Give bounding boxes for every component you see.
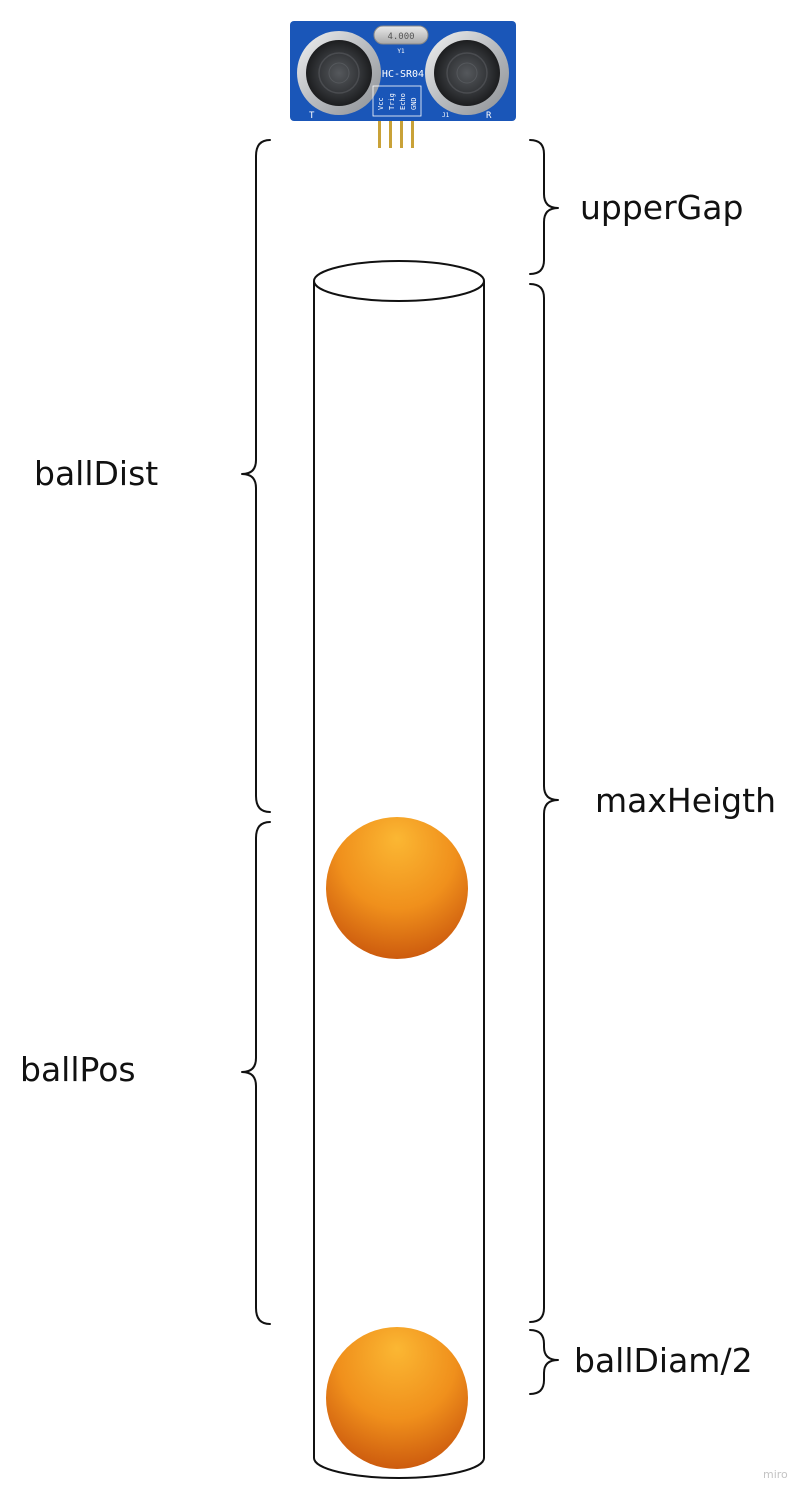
ball-pos-label: ballPos [20,1050,136,1089]
sensor-pins [378,113,414,148]
sensor-model-label: HC-SR04 [382,69,424,80]
ball-half-diameter-label: ballDiam/2 [574,1341,753,1380]
tube [313,260,485,1479]
transmitter-transducer [297,31,381,115]
crystal-oscillator: 4.000 [373,25,429,45]
pin-label-trig: Trig [388,93,396,110]
ball-pos-brace [241,821,271,1325]
ball-dist-label: ballDist [34,454,158,493]
max-height-label: maxHeigth [595,781,776,820]
max-height-brace [529,283,559,1323]
ball-lower [326,1327,468,1469]
header-ref-label: J1 [442,112,450,119]
tube-top-opening [313,260,485,302]
ultrasonic-sensor: 4.000 Y1 HC-SR04 Vcc Trig Echo GND J1 T … [290,21,516,148]
upper-gap-label: upperGap [580,188,743,227]
receiver-mark: R [486,111,492,121]
tube-bottom-rim [313,1457,485,1479]
pin-label-vcc: Vcc [377,97,385,110]
receiver-transducer [425,31,509,115]
crystal-marking: 4.000 [387,32,414,42]
ball-half-diameter-brace [529,1329,559,1395]
upper-gap-brace [529,139,559,275]
pin-labels: Vcc Trig Echo GND [377,93,418,110]
pin-label-echo: Echo [399,93,407,110]
watermark: miro [763,1468,788,1481]
transmitter-mark: T [309,111,315,121]
ball-dist-brace [241,139,271,813]
pin-header-outline [372,85,422,117]
ball-upper [326,817,468,959]
pin-label-gnd: GND [410,97,418,110]
crystal-ref-label: Y1 [397,48,405,55]
